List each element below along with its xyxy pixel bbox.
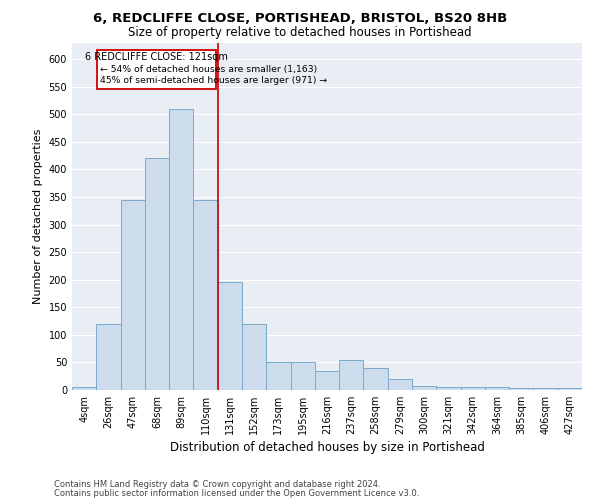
- Bar: [364, 368, 388, 390]
- Bar: [290, 362, 315, 390]
- Bar: [242, 324, 266, 390]
- Bar: [388, 379, 412, 390]
- Bar: [461, 387, 485, 390]
- Bar: [533, 388, 558, 390]
- Bar: [436, 387, 461, 390]
- Text: Size of property relative to detached houses in Portishead: Size of property relative to detached ho…: [128, 26, 472, 39]
- Bar: [509, 388, 533, 390]
- Bar: [485, 387, 509, 390]
- Bar: [315, 370, 339, 390]
- Bar: [121, 200, 145, 390]
- Bar: [558, 388, 582, 390]
- Text: 45% of semi-detached houses are larger (971) →: 45% of semi-detached houses are larger (…: [100, 76, 327, 84]
- Bar: [266, 362, 290, 390]
- Y-axis label: Number of detached properties: Number of detached properties: [33, 128, 43, 304]
- Text: ← 54% of detached houses are smaller (1,163): ← 54% of detached houses are smaller (1,…: [100, 65, 317, 74]
- Bar: [72, 387, 96, 390]
- Text: 6, REDCLIFFE CLOSE, PORTISHEAD, BRISTOL, BS20 8HB: 6, REDCLIFFE CLOSE, PORTISHEAD, BRISTOL,…: [93, 12, 507, 26]
- Bar: [96, 324, 121, 390]
- Text: Contains public sector information licensed under the Open Government Licence v3: Contains public sector information licen…: [54, 489, 419, 498]
- Text: Contains HM Land Registry data © Crown copyright and database right 2024.: Contains HM Land Registry data © Crown c…: [54, 480, 380, 489]
- Bar: [145, 158, 169, 390]
- FancyBboxPatch shape: [97, 50, 216, 90]
- Bar: [218, 282, 242, 390]
- Bar: [169, 108, 193, 390]
- Text: 6 REDCLIFFE CLOSE: 121sqm: 6 REDCLIFFE CLOSE: 121sqm: [85, 52, 228, 62]
- Bar: [412, 386, 436, 390]
- Bar: [193, 200, 218, 390]
- X-axis label: Distribution of detached houses by size in Portishead: Distribution of detached houses by size …: [170, 441, 484, 454]
- Bar: [339, 360, 364, 390]
